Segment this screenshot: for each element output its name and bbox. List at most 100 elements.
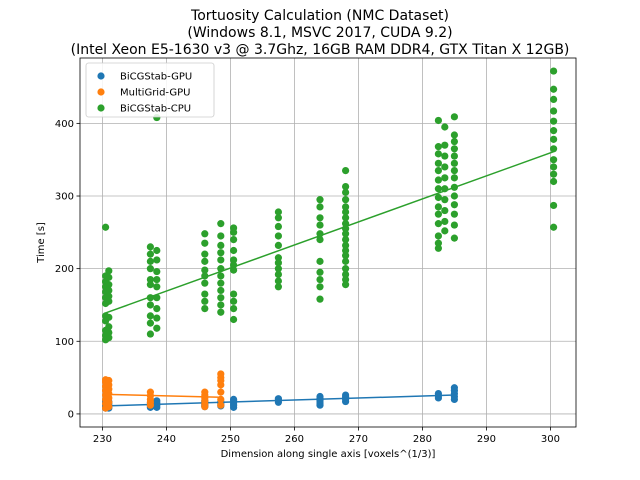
data-point bbox=[434, 150, 442, 158]
data-point bbox=[274, 259, 282, 267]
x-axis-ticks: 230 240 250 260 270 280 290 300 bbox=[93, 427, 560, 445]
data-point bbox=[105, 286, 113, 295]
data-point bbox=[550, 163, 558, 171]
data-point bbox=[217, 256, 225, 264]
data-point bbox=[201, 266, 209, 274]
data-point bbox=[316, 214, 324, 222]
data-point bbox=[434, 389, 442, 398]
data-point bbox=[450, 145, 458, 153]
data-point bbox=[274, 395, 282, 403]
data-point bbox=[434, 159, 442, 167]
data-point bbox=[434, 143, 442, 151]
data-point bbox=[342, 182, 350, 191]
data-point bbox=[434, 232, 442, 240]
data-point bbox=[441, 152, 449, 160]
data-point bbox=[434, 116, 442, 125]
data-point bbox=[230, 290, 238, 298]
chart-title-line-1: Tortuosity Calculation (NMC Dataset) bbox=[190, 8, 449, 24]
data-point bbox=[342, 208, 350, 216]
data-point bbox=[274, 277, 282, 285]
data-point bbox=[550, 85, 558, 93]
data-point bbox=[316, 283, 324, 291]
data-point bbox=[105, 323, 113, 331]
grid-lines bbox=[80, 58, 576, 427]
data-point bbox=[146, 319, 154, 327]
data-point bbox=[342, 203, 350, 211]
data-point bbox=[450, 234, 458, 242]
data-point bbox=[450, 113, 458, 121]
data-point bbox=[230, 228, 238, 236]
chart-title-line-3: (Intel Xeon E5-1630 v3 @ 3.7Ghz, 16GB RA… bbox=[71, 42, 570, 58]
y-tick-label: 0 bbox=[68, 409, 74, 420]
data-point bbox=[342, 230, 350, 238]
y-tick-label: 100 bbox=[55, 337, 74, 348]
data-point bbox=[342, 265, 350, 273]
x-tick-label: 230 bbox=[93, 434, 112, 445]
data-point bbox=[550, 201, 558, 210]
data-point bbox=[153, 267, 161, 276]
data-point bbox=[217, 232, 225, 240]
data-point bbox=[274, 232, 282, 240]
data-point bbox=[105, 281, 113, 289]
data-point bbox=[201, 257, 209, 265]
data-point bbox=[217, 220, 225, 228]
data-point bbox=[434, 239, 442, 247]
data-point bbox=[441, 227, 449, 235]
data-point bbox=[342, 196, 350, 204]
data-point bbox=[217, 272, 225, 280]
data-point bbox=[201, 279, 209, 287]
legend-marker bbox=[97, 88, 105, 96]
data-point bbox=[550, 223, 558, 231]
data-point bbox=[316, 268, 324, 276]
data-point bbox=[441, 217, 449, 226]
series-1-points bbox=[102, 370, 225, 412]
data-point bbox=[342, 225, 350, 233]
x-tick-label: 270 bbox=[349, 434, 368, 445]
x-tick-label: 280 bbox=[413, 434, 432, 445]
data-point bbox=[105, 267, 113, 275]
data-point bbox=[434, 166, 442, 175]
data-point bbox=[450, 159, 458, 167]
data-point bbox=[274, 265, 282, 273]
data-point bbox=[201, 290, 209, 298]
data-point bbox=[201, 305, 209, 313]
data-point bbox=[550, 95, 558, 104]
legend-box bbox=[85, 62, 215, 118]
data-point bbox=[230, 395, 238, 403]
data-point bbox=[434, 244, 442, 252]
data-point bbox=[450, 174, 458, 182]
data-point bbox=[274, 241, 282, 250]
data-point bbox=[274, 270, 282, 279]
data-point bbox=[153, 283, 161, 291]
chart-title: Tortuosity Calculation (NMC Dataset) (Wi… bbox=[71, 8, 570, 58]
data-point bbox=[441, 123, 449, 131]
data-point bbox=[342, 214, 350, 222]
data-point bbox=[550, 145, 558, 153]
data-point bbox=[217, 395, 225, 403]
data-point bbox=[217, 308, 225, 316]
data-point bbox=[550, 67, 558, 75]
data-point bbox=[102, 223, 110, 231]
data-point bbox=[274, 214, 282, 222]
data-point bbox=[450, 221, 458, 229]
data-point bbox=[146, 281, 154, 289]
data-point bbox=[342, 251, 350, 260]
data-point bbox=[201, 272, 209, 280]
data-point bbox=[105, 376, 113, 385]
data-point bbox=[550, 117, 558, 125]
data-point bbox=[146, 330, 154, 338]
x-tick-label: 290 bbox=[477, 434, 496, 445]
data-points bbox=[102, 67, 558, 412]
data-point bbox=[146, 301, 154, 309]
data-point bbox=[450, 137, 458, 146]
data-point bbox=[550, 177, 558, 186]
data-point bbox=[217, 388, 225, 396]
data-point bbox=[217, 401, 225, 409]
data-point bbox=[434, 176, 442, 184]
data-point bbox=[434, 185, 442, 193]
data-point bbox=[153, 305, 161, 313]
data-point bbox=[217, 294, 225, 302]
data-point bbox=[550, 135, 558, 143]
data-point bbox=[550, 156, 558, 164]
data-point bbox=[441, 206, 449, 215]
